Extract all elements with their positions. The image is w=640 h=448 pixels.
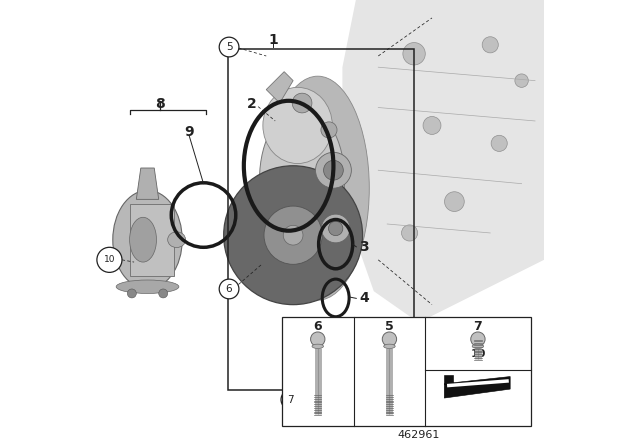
Circle shape (445, 192, 464, 211)
Circle shape (284, 225, 303, 245)
Ellipse shape (263, 87, 332, 164)
Circle shape (471, 332, 485, 346)
Circle shape (310, 332, 325, 346)
Ellipse shape (168, 232, 186, 247)
Circle shape (292, 93, 312, 113)
Circle shape (423, 116, 441, 134)
Ellipse shape (472, 344, 484, 349)
Circle shape (97, 247, 122, 272)
Text: 2: 2 (247, 97, 257, 111)
Circle shape (219, 37, 239, 57)
Text: 10: 10 (470, 349, 486, 359)
Ellipse shape (260, 108, 345, 251)
Circle shape (403, 43, 425, 65)
Circle shape (515, 74, 529, 87)
Ellipse shape (113, 190, 182, 289)
Text: 7: 7 (287, 395, 294, 405)
Circle shape (321, 122, 337, 138)
Circle shape (491, 135, 508, 151)
Polygon shape (342, 0, 544, 323)
Polygon shape (136, 168, 159, 199)
Text: 3: 3 (359, 240, 369, 254)
Ellipse shape (116, 280, 179, 293)
FancyBboxPatch shape (282, 317, 531, 426)
Ellipse shape (312, 344, 323, 349)
Polygon shape (266, 72, 293, 103)
Circle shape (382, 332, 397, 346)
Ellipse shape (130, 217, 157, 262)
Ellipse shape (266, 76, 369, 300)
Circle shape (159, 289, 168, 298)
Circle shape (321, 214, 350, 243)
Circle shape (328, 221, 343, 236)
Circle shape (324, 160, 343, 180)
Text: 7: 7 (474, 320, 483, 333)
Circle shape (219, 279, 239, 299)
Circle shape (264, 206, 323, 264)
Circle shape (127, 289, 136, 298)
Circle shape (401, 225, 418, 241)
Polygon shape (444, 376, 510, 398)
Text: 8: 8 (155, 97, 165, 111)
Polygon shape (444, 375, 453, 383)
Text: 1: 1 (268, 33, 278, 47)
Text: 10: 10 (104, 255, 115, 264)
Text: 462961: 462961 (397, 431, 440, 440)
Text: 5: 5 (385, 320, 394, 333)
Ellipse shape (384, 344, 395, 349)
Text: 6: 6 (226, 284, 232, 294)
Text: 5: 5 (226, 42, 232, 52)
Text: 4: 4 (359, 291, 369, 306)
Circle shape (316, 152, 351, 188)
Circle shape (482, 37, 499, 53)
Circle shape (224, 166, 362, 305)
Text: 6: 6 (314, 320, 322, 333)
Circle shape (281, 390, 301, 409)
Polygon shape (130, 204, 174, 276)
Text: 9: 9 (184, 125, 194, 139)
